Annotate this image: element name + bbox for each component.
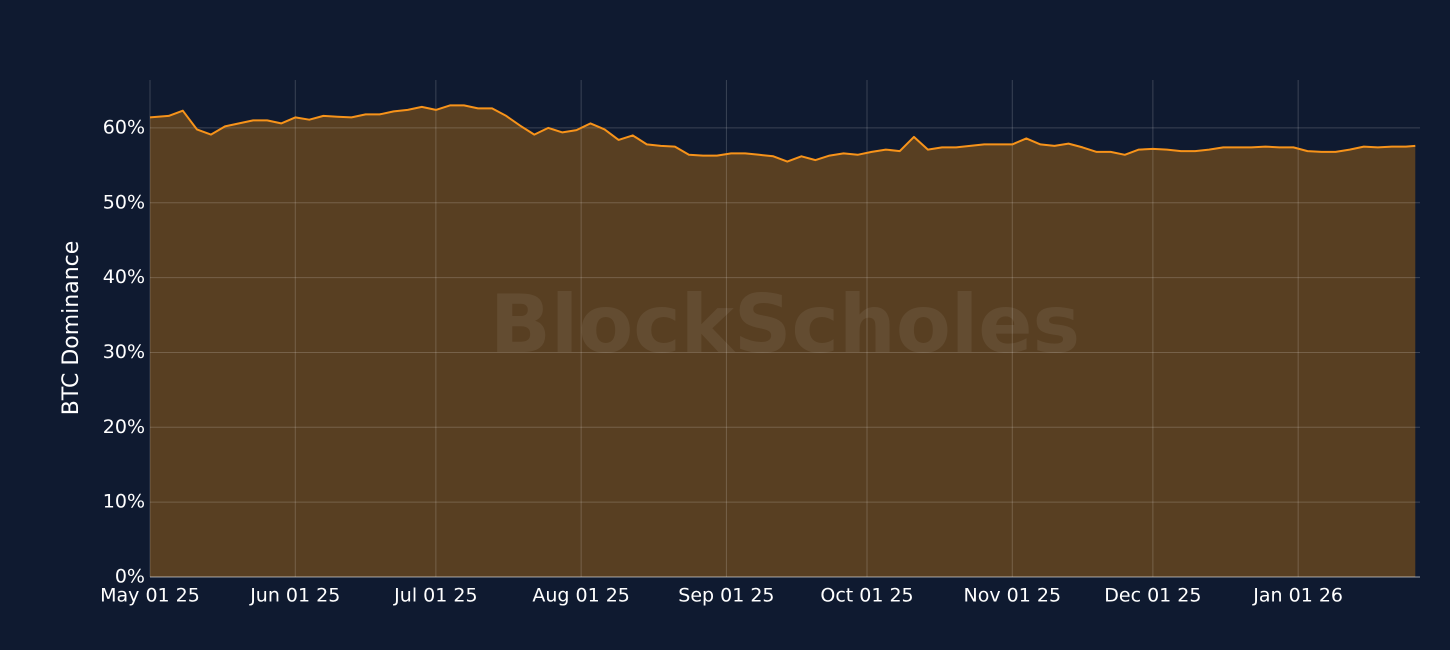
y-tick-label: 60%	[103, 116, 145, 138]
x-tick-label: Jul 01 25	[393, 585, 477, 607]
y-tick-label: 40%	[103, 266, 145, 288]
x-tick-label: Dec 01 25	[1104, 585, 1201, 607]
x-tick-label: Aug 01 25	[532, 585, 630, 607]
x-tick-label: Sep 01 25	[678, 585, 774, 607]
y-tick-label: 50%	[103, 191, 145, 213]
x-tick-label: Nov 01 25	[964, 585, 1062, 607]
x-tick-label: Jan 01 26	[1252, 585, 1343, 607]
x-tick-label: Oct 01 25	[820, 585, 913, 607]
y-tick-label: 0%	[115, 566, 145, 588]
x-tick-label: May 01 25	[100, 585, 200, 607]
y-tick-label: 30%	[103, 341, 145, 363]
y-tick-label: 10%	[103, 491, 145, 513]
x-tick-label: Jun 01 25	[249, 585, 340, 607]
y-tick-label: 20%	[103, 416, 145, 438]
y-axis-title: BTC Dominance	[59, 241, 84, 416]
watermark: BlockScholes	[490, 278, 1080, 371]
area	[150, 105, 1416, 578]
line	[149, 104, 1416, 163]
